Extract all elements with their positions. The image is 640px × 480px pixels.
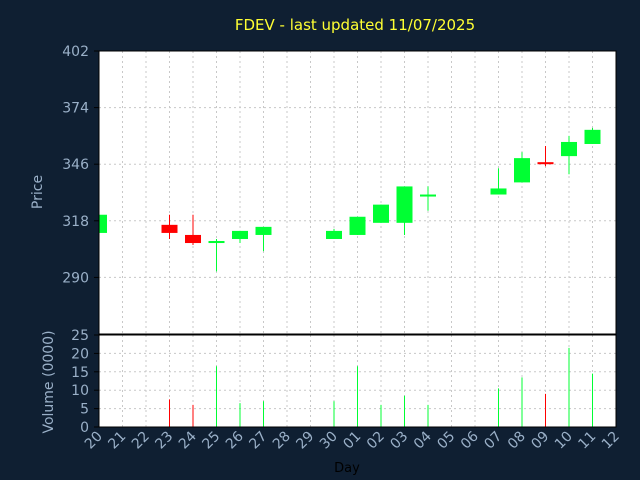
x-tick-label: 26 bbox=[223, 428, 247, 452]
candle-body bbox=[537, 162, 554, 165]
candle-body bbox=[584, 129, 601, 144]
volume-axis: 0 5 10 15 20 25 bbox=[71, 328, 99, 436]
price-candles bbox=[98, 127, 601, 272]
x-tick-label: 30 bbox=[317, 429, 341, 453]
price-tick-label: 318 bbox=[62, 214, 89, 230]
x-tick-label: 28 bbox=[270, 429, 294, 453]
x-tick-label: 12 bbox=[599, 429, 623, 453]
x-tick-label: 03 bbox=[387, 429, 411, 453]
price-axis-title: Price bbox=[30, 175, 46, 209]
x-tick-label: 21 bbox=[105, 429, 129, 453]
x-tick-label: 02 bbox=[364, 429, 388, 453]
volume-tick-label: 15 bbox=[71, 365, 89, 381]
price-tick-label: 402 bbox=[62, 44, 89, 60]
volume-tick-label: 25 bbox=[71, 328, 89, 344]
candle-body bbox=[185, 234, 201, 244]
price-tick-label: 290 bbox=[62, 270, 89, 286]
candle-body bbox=[373, 204, 389, 223]
x-tick-label: 06 bbox=[458, 428, 482, 452]
chart-title: FDEV - last updated 11/07/2025 bbox=[235, 16, 475, 34]
candle-body bbox=[514, 158, 530, 183]
candle-body bbox=[161, 224, 178, 233]
candle-body bbox=[99, 214, 107, 233]
volume-panel-frame bbox=[98, 334, 617, 428]
x-axis: 20 21 22 23 24 25 26 27 28 29 30 01 02 03 04 05 06 07 08 09… bbox=[82, 428, 623, 452]
x-tick-label: 23 bbox=[152, 429, 176, 453]
x-tick-label: 05 bbox=[434, 429, 458, 453]
volume-tick-label: 10 bbox=[71, 383, 89, 399]
x-tick-label: 29 bbox=[293, 429, 317, 453]
x-tick-label: 04 bbox=[411, 428, 435, 452]
candle-body bbox=[255, 226, 272, 235]
x-tick-label: 24 bbox=[176, 428, 200, 452]
volume-tick-label: 5 bbox=[80, 402, 89, 418]
volume-tick-label: 20 bbox=[71, 346, 89, 362]
volume-tick-label: 0 bbox=[80, 420, 89, 436]
candle-body bbox=[420, 194, 436, 197]
x-tick-label: 27 bbox=[246, 429, 270, 453]
x-tick-label: 11 bbox=[575, 429, 599, 453]
x-tick-label: 09 bbox=[528, 429, 552, 453]
x-tick-label: 10 bbox=[552, 429, 576, 453]
x-tick-label: 08 bbox=[505, 429, 529, 453]
candle-body bbox=[396, 186, 413, 223]
candle-body bbox=[490, 188, 507, 195]
x-tick-label: 01 bbox=[340, 429, 364, 453]
volume-axis-title: Volume (0000) bbox=[41, 330, 57, 433]
candle-body bbox=[349, 216, 366, 235]
price-axis: 290 318 346 374 402 bbox=[62, 44, 99, 286]
price-tick-label: 346 bbox=[62, 157, 89, 173]
candle-body bbox=[561, 141, 577, 157]
price-panel-frame bbox=[98, 50, 617, 335]
x-tick-label: 07 bbox=[481, 429, 505, 453]
candle-body bbox=[208, 241, 225, 244]
candle-body bbox=[232, 230, 248, 239]
volume-bars bbox=[169, 347, 593, 427]
price-tick-label: 374 bbox=[62, 101, 89, 117]
candle-body bbox=[326, 230, 342, 239]
x-tick-label: 22 bbox=[129, 429, 153, 453]
x-tick-label: 25 bbox=[199, 429, 223, 453]
x-axis-title: Day bbox=[334, 461, 360, 476]
